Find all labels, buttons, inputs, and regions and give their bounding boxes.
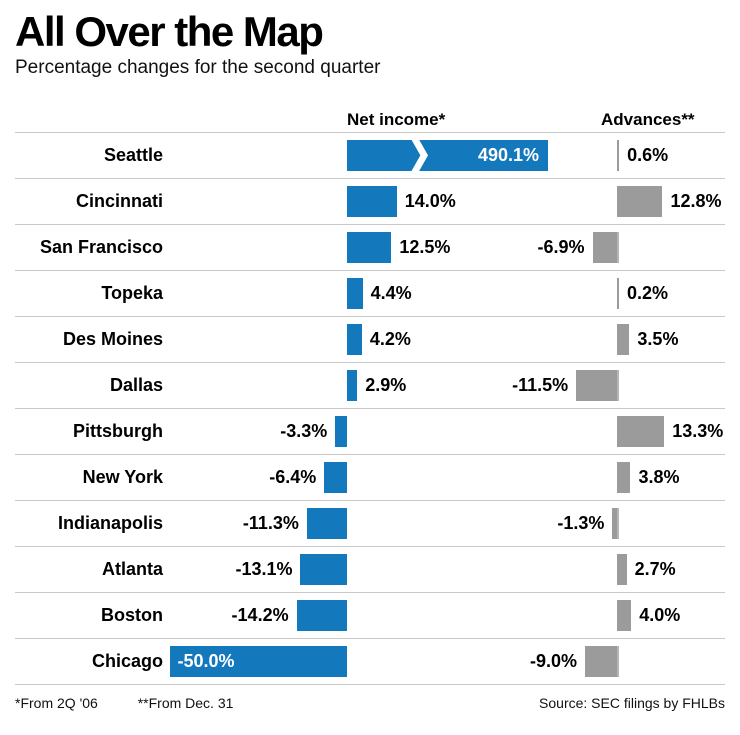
net-income-bar [306,507,347,539]
net-income-bar [335,415,347,447]
chart-header: All Over the Map Percentage changes for … [15,8,725,80]
chart-row: Boston -14.2% 4.0% [15,593,725,639]
advances-zero-line [617,507,619,539]
net-income-value: -14.2% [231,604,289,625]
net-income-value: 12.5% [399,236,451,257]
net-income-value: 490.1% [477,144,539,165]
chart-row: Chicago -50.0% -9.0% [15,639,725,685]
advances-bar [617,553,627,585]
chart-row: Pittsburgh -3.3% 13.3% [15,409,725,455]
net-income-value: -3.3% [280,420,328,441]
city-label: Pittsburgh [73,420,163,441]
city-label: New York [82,466,163,487]
column-headers: Net income* Advances** [15,108,725,132]
chart-row: Cincinnati 14.0% 12.8% [15,179,725,225]
advances-value: -1.3% [557,512,605,533]
net-income-bar [347,323,362,355]
chart-row: Des Moines 4.2% 3.5% [15,317,725,363]
advances-zero-line [617,369,619,401]
advances-value: -6.9% [537,236,585,257]
chart-row: New York -6.4% 3.8% [15,455,725,501]
advances-value: 3.5% [637,328,679,349]
net-income-bar: -50.0% [169,645,347,677]
net-income-bar [347,185,397,217]
footnote-net-income: *From 2Q '06 [15,694,98,711]
advances-bar [617,139,620,171]
chart-row: Seattle 490.1% 0.6% [15,133,725,179]
advances-bar [576,369,617,401]
net-income-value: 14.0% [404,190,456,211]
source-credit: Source: SEC filings by FHLBs [539,694,725,711]
advances-bar [612,507,617,539]
advances-bar [617,415,665,447]
advances-bar [592,231,617,263]
net-income-bar [347,231,392,263]
advances-zero-line [617,231,619,263]
chart-rows: Seattle 490.1% 0.6% Cincinnati 14.0% 12.8% San… [15,131,725,685]
city-label: Des Moines [62,328,163,349]
advances-bar [617,323,630,355]
chart-row: Atlanta -13.1% 2.7% [15,547,725,593]
chart-row: Indianapolis -11.3% -1.3% [15,501,725,547]
advances-zero-line [617,645,619,677]
column-header-advances: Advances** [601,109,695,129]
column-header-net-income: Net income* [347,109,446,129]
advances-value: 0.2% [627,282,669,303]
footnotes: *From 2Q '06 **From Dec. 31 [15,695,233,711]
city-label: Indianapolis [57,512,163,533]
net-income-value: -13.1% [235,558,293,579]
city-label: San Francisco [39,236,163,257]
net-income-bar [347,277,363,309]
footnote-advances: **From Dec. 31 [137,694,234,711]
chart-subtitle: Percentage changes for the second quarte… [15,57,381,79]
chart: All Over the Map Percentage changes for … [15,8,725,711]
net-income-bar [324,461,347,493]
city-label: Atlanta [101,558,163,579]
advances-value: 12.8% [670,190,722,211]
chart-row: San Francisco 12.5% -6.9% [15,225,725,271]
city-label: Seattle [103,144,163,165]
net-income-bar [300,553,347,585]
net-income-bar [347,369,358,401]
advances-bar [585,645,617,677]
advances-bar [617,277,619,309]
net-income-value: -11.3% [242,512,299,533]
advances-value: 13.3% [672,420,724,441]
city-label: Dallas [109,374,163,395]
advances-value: 3.8% [638,466,680,487]
advances-value: -9.0% [530,650,578,671]
net-income-value: 2.9% [365,374,407,395]
advances-bar [617,185,663,217]
chart-row: Dallas 2.9% -11.5% [15,363,725,409]
truncation-break-icon [411,138,428,172]
advances-bar [617,599,632,631]
net-income-bar: 490.1% [347,138,548,172]
city-label: Boston [101,604,163,625]
city-label: Chicago [91,650,163,671]
advances-value: 2.7% [634,558,676,579]
advances-bar [617,461,631,493]
page-title: All Over the Map [15,8,324,55]
chart-footer: *From 2Q '06 **From Dec. 31 Source: SEC … [15,695,725,711]
net-income-value: -50.0% [177,650,235,671]
net-income-value: 4.2% [369,328,411,349]
net-income-value: -6.4% [269,466,317,487]
net-income-bar [296,599,347,631]
city-label: Cincinnati [75,190,163,211]
advances-value: 4.0% [639,604,681,625]
chart-row: Topeka 4.4% 0.2% [15,271,725,317]
net-income-value: 4.4% [370,282,412,303]
advances-value: 0.6% [627,144,669,165]
city-label: Topeka [101,282,163,303]
advances-value: -11.5% [512,374,569,395]
